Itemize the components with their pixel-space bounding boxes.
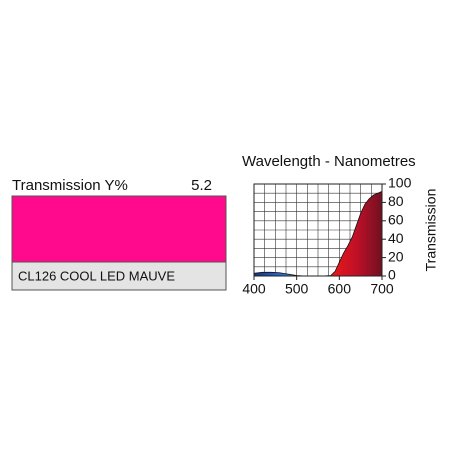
name-box xyxy=(11,261,227,291)
y-tick-label: 40 xyxy=(388,230,404,246)
color-swatch xyxy=(11,195,227,263)
y-tick-label: 100 xyxy=(388,175,412,191)
y-tick-label: 80 xyxy=(388,193,404,209)
x-tick-label: 600 xyxy=(328,281,352,297)
x-tick-label: 400 xyxy=(242,281,266,297)
x-tick-label: 500 xyxy=(285,281,309,297)
y-tick-label: 20 xyxy=(388,248,404,264)
chart-title: Wavelength - Nanometres xyxy=(242,153,416,170)
y-axis-label: Transmission xyxy=(423,189,439,272)
x-tick-label: 700 xyxy=(370,281,394,297)
area xyxy=(254,191,382,276)
line xyxy=(253,190,383,277)
y-tick-label: 60 xyxy=(388,212,404,228)
swatch-label: Transmission Y% xyxy=(12,177,128,194)
plot-frame xyxy=(253,183,383,277)
y-tick-label: 0 xyxy=(388,267,396,283)
filter-name: CL126 COOL LED MAUVE xyxy=(18,268,175,283)
swatch-value: 5.2 xyxy=(191,177,212,194)
